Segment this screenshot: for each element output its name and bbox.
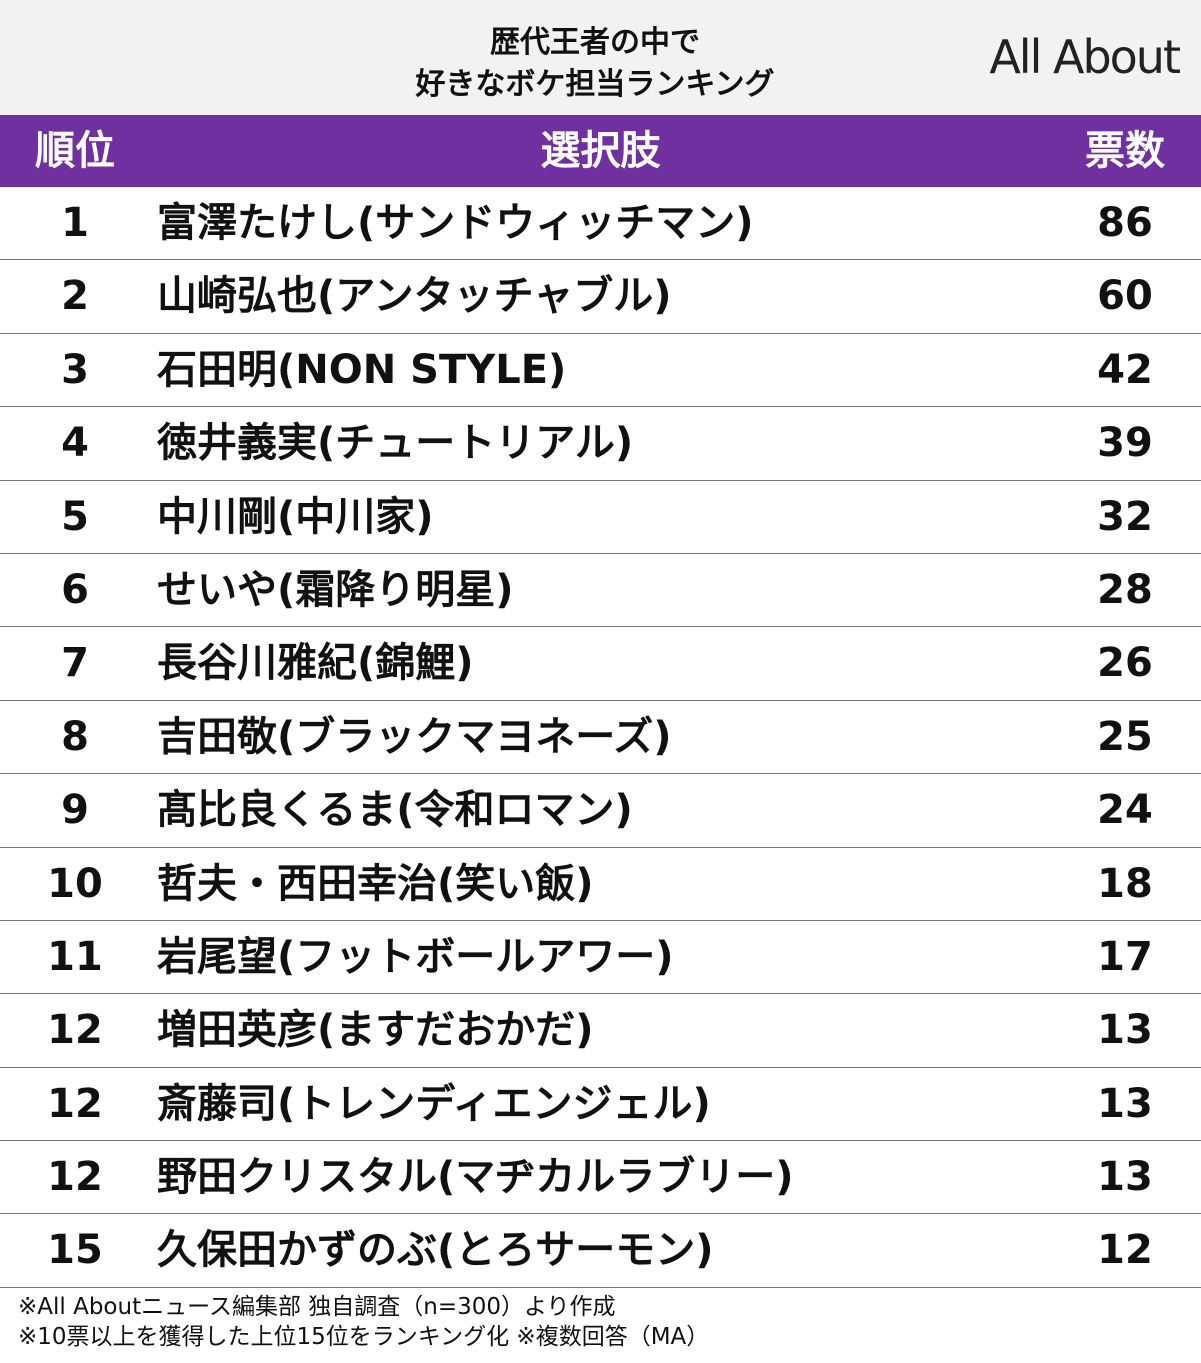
header: 歴代王者の中で 好きなボケ担当ランキング All About [0, 0, 1201, 115]
rank-cell: 5 [61, 493, 89, 540]
table-row: 5 中川剛(中川家) 32 [0, 481, 1201, 554]
column-header: 順位 [35, 128, 115, 174]
table-header: 順位 選択肢 票数 [0, 115, 1201, 187]
rank-cell: 3 [61, 346, 89, 393]
rank-cell: 12 [47, 1007, 103, 1054]
note: ※10票以上を獲得した上位15位をランキング化 ※複数回答（MA） [18, 1324, 710, 1350]
votes-cell: 18 [1097, 860, 1153, 907]
votes-cell: 13 [1097, 1154, 1153, 1201]
name-cell: 長谷川雅紀(錦鯉) [157, 640, 474, 687]
table-row: 15 久保田かずのぶ(とろサーモン) 12 [0, 1214, 1201, 1288]
name-cell: 野田クリスタル(マヂカルラブリー) [157, 1154, 794, 1201]
votes-cell: 13 [1097, 1007, 1153, 1054]
name-cell: 吉田敬(ブラックマヨネーズ) [157, 713, 672, 760]
table-row: 1 富澤たけし(サンドウィッチマン) 86 [0, 187, 1201, 261]
name-cell: 哲夫・西田幸治(笑い飯) [157, 860, 594, 907]
rank-cell: 1 [61, 200, 89, 246]
votes-cell: 60 [1097, 273, 1153, 320]
rank-cell: 10 [47, 860, 103, 907]
table-row: 12 野田クリスタル(マヂカルラブリー) 13 [0, 1141, 1201, 1215]
rank-cell: 9 [61, 787, 89, 834]
name-cell: 髙比良くるま(令和ロマン) [157, 787, 633, 834]
footer: ※All Aboutニュース編集部 独自調査（n=300）より作成 ※10票以上… [18, 1292, 709, 1352]
votes-cell: 86 [1097, 200, 1153, 246]
table-row: 12 増田英彦(ますだおかだ) 13 [0, 994, 1201, 1068]
rank-cell: 12 [47, 1154, 103, 1201]
name-cell: 中川剛(中川家) [157, 493, 434, 540]
table-row: 11 岩尾望(フットボールアワー) 17 [0, 921, 1201, 995]
rank-cell: 2 [61, 273, 89, 320]
votes-cell: 17 [1097, 933, 1153, 980]
table-body: 1 富澤たけし(サンドウィッチマン) 86 2 山崎弘也(アンタッチャブル) 60 3 石田明… [0, 187, 1201, 1288]
name-cell: 山崎弘也(アンタッチャブル) [157, 273, 672, 320]
rank-cell: 15 [47, 1227, 103, 1274]
votes-cell: 32 [1097, 493, 1153, 540]
title-line: 好きなボケ担当ランキング [415, 67, 775, 102]
table-row: 9 髙比良くるま(令和ロマン) 24 [0, 774, 1201, 848]
table-row: 8 吉田敬(ブラックマヨネーズ) 25 [0, 701, 1201, 775]
table-row: 12 斎藤司(トレンディエンジェル) 13 [0, 1068, 1201, 1142]
votes-cell: 13 [1097, 1080, 1153, 1127]
table-row: 2 山崎弘也(アンタッチャブル) 60 [0, 260, 1201, 334]
rank-cell: 7 [61, 640, 89, 687]
name-cell: 増田英彦(ますだおかだ) [157, 1007, 594, 1054]
votes-cell: 42 [1097, 346, 1153, 393]
title-line: 歴代王者の中で [490, 25, 700, 60]
votes-cell: 25 [1097, 713, 1153, 760]
votes-cell: 28 [1097, 566, 1153, 613]
name-cell: 斎藤司(トレンディエンジェル) [157, 1080, 711, 1127]
column-header: 票数 [1085, 128, 1165, 174]
table-row: 4 徳井義実(チュートリアル) 39 [0, 407, 1201, 481]
votes-cell: 26 [1097, 640, 1153, 687]
name-cell: 岩尾望(フットボールアワー) [157, 933, 674, 980]
name-cell: 徳井義実(チュートリアル) [157, 420, 634, 467]
name-cell: せいや(霜降り明星) [157, 566, 514, 613]
votes-cell: 24 [1097, 787, 1153, 834]
rank-cell: 6 [61, 566, 89, 613]
rank-cell: 4 [61, 420, 89, 467]
name-cell: 石田明(NON STYLE) [157, 346, 567, 393]
table-row: 10 哲夫・西田幸治(笑い飯) 18 [0, 848, 1201, 921]
column-header: 選択肢 [540, 128, 661, 174]
table-row: 7 長谷川雅紀(錦鯉) 26 [0, 627, 1201, 701]
rank-cell: 8 [61, 713, 89, 760]
name-cell: 久保田かずのぶ(とろサーモン) [157, 1227, 714, 1274]
table-row: 6 せいや(霜降り明星) 28 [0, 554, 1201, 628]
note: ※All Aboutニュース編集部 独自調査（n=300）より作成 [18, 1294, 616, 1320]
rank-cell: 12 [47, 1080, 103, 1127]
name-cell: 富澤たけし(サンドウィッチマン) [157, 200, 754, 246]
votes-cell: 39 [1097, 420, 1153, 467]
table-row: 3 石田明(NON STYLE) 42 [0, 334, 1201, 408]
rank-cell: 11 [47, 933, 103, 980]
votes-cell: 12 [1097, 1227, 1153, 1274]
logo: All About [989, 30, 1181, 84]
title: 歴代王者の中で 好きなボケ担当ランキング [300, 22, 890, 106]
